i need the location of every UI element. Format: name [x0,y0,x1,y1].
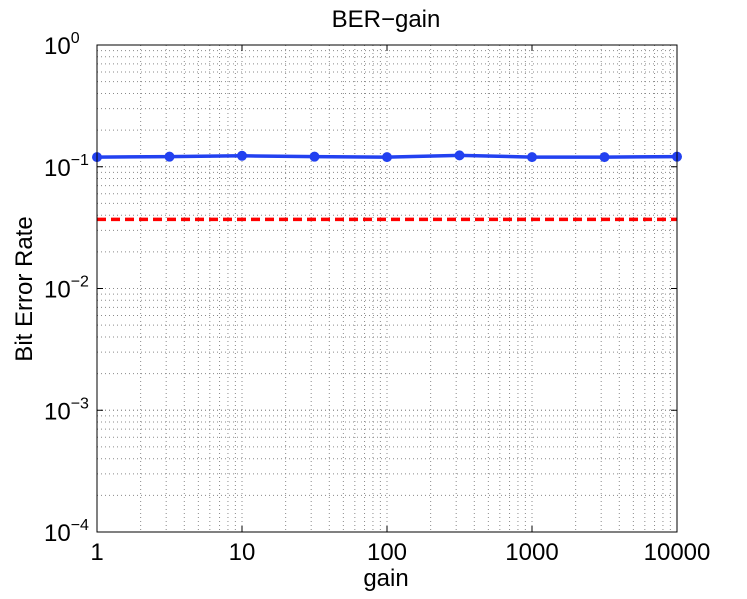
data-point [309,151,320,162]
data-point [164,151,175,162]
x-tick-label: 10000 [644,539,711,566]
y-tick-label: 10−4 [44,517,89,547]
x-axis-label: gain [363,565,408,592]
grid-lines [97,45,677,532]
x-tick-label: 1000 [505,539,558,566]
x-tick-label: 1 [90,539,103,566]
chart-title: BER−gain [332,6,441,33]
x-tick-label: 100 [367,539,407,566]
y-tick-label: 100 [44,30,80,60]
data-point [237,150,247,161]
axis-ticks: 1 10 100 1000 10000 10−4 10−3 10−2 10−1 100 [44,30,710,566]
data-point [599,152,610,163]
y-tick-label: 10−1 [44,152,89,182]
data-point [382,152,392,163]
x-tick-label: 10 [229,539,256,566]
data-point [454,150,465,161]
data-point [527,152,537,163]
y-axis-label: Bit Error Rate [11,216,38,361]
y-tick-label: 10−3 [44,395,89,425]
y-tick-label: 10−2 [44,274,89,304]
